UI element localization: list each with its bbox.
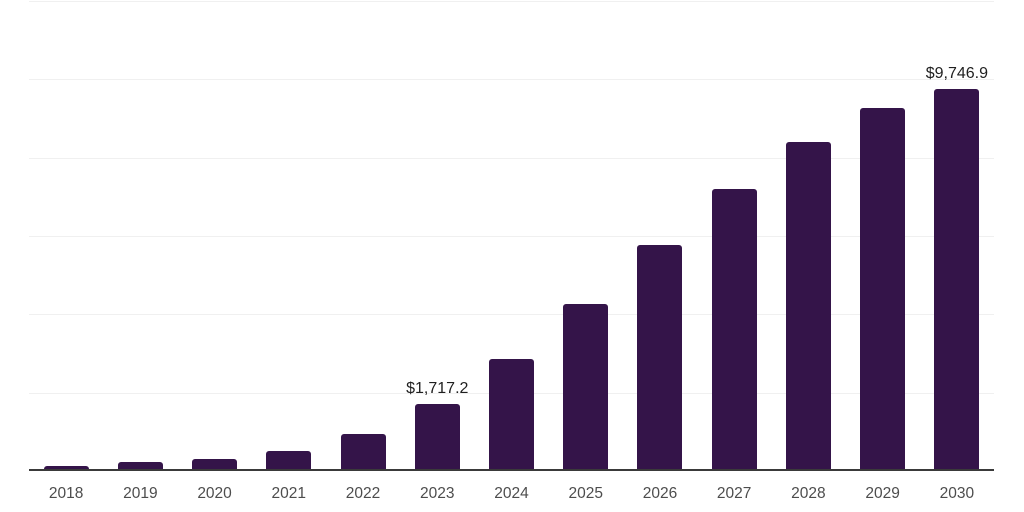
gridline-6000 <box>29 236 994 237</box>
plot-area: $1,717.2 $9,746.9 <box>29 1 994 471</box>
bar-2024 <box>489 358 534 471</box>
x-axis-label-2024: 2024 <box>494 485 529 502</box>
bar-2027 <box>711 189 757 471</box>
bar-2021 <box>266 451 312 471</box>
gridline-4000 <box>29 314 994 316</box>
bar-2020 <box>192 459 238 471</box>
bar-2023 <box>414 403 460 471</box>
bar-2019 <box>117 462 163 471</box>
bar-2025 <box>563 303 609 471</box>
x-axis-label-2029: 2029 <box>865 485 900 502</box>
x-axis-label-2020: 2020 <box>197 485 232 502</box>
gridline-12000 <box>29 1 994 2</box>
bar-2029 <box>860 108 906 471</box>
x-axis-label-2018: 2018 <box>48 485 84 502</box>
x-axis-label-2028: 2028 <box>791 485 826 502</box>
gridline-10000 <box>29 79 994 81</box>
x-axis-label-2022: 2022 <box>345 485 381 502</box>
x-axis-label-2030: 2030 <box>939 485 975 502</box>
x-axis-label-2027: 2027 <box>716 485 752 502</box>
x-axis-labels: 2018 2019 2020 2021 2022 2023 2024 2025 2026 2027… <box>29 484 994 504</box>
bar-2026 <box>637 245 683 471</box>
bar-2022 <box>340 434 386 471</box>
bar-value-label-2023: $1,717.2 <box>406 379 469 397</box>
bar-2028 <box>785 142 831 471</box>
x-axis-label-2026: 2026 <box>642 485 678 502</box>
bar-2030 <box>934 89 980 471</box>
gridline-8000 <box>29 157 994 159</box>
x-axis-label-2021: 2021 <box>271 485 307 502</box>
bar-2018 <box>43 466 89 471</box>
x-axis-label-2025: 2025 <box>568 485 603 502</box>
x-axis-label-2023: 2023 <box>420 485 455 502</box>
x-axis-line <box>29 469 994 471</box>
bar-value-label-2030: $9,746.9 <box>925 65 989 83</box>
x-axis-label-2019: 2019 <box>123 485 158 502</box>
